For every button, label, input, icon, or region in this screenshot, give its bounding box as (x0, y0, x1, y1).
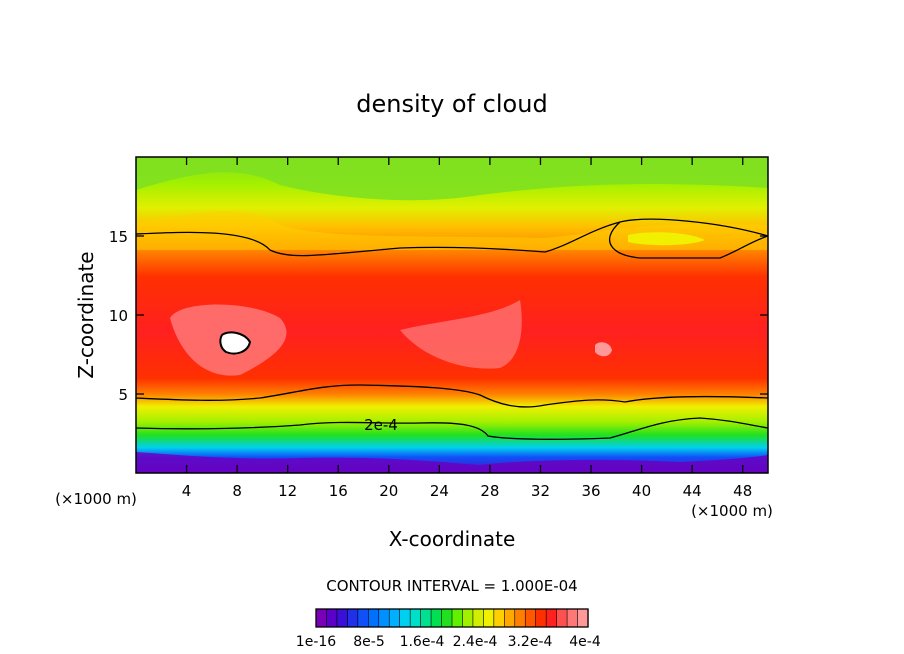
colorbar-swatch (483, 608, 495, 628)
colorbar-swatch (535, 608, 547, 628)
x-tick-label: 40 (632, 482, 651, 500)
contour-label: 2e-4 (364, 416, 398, 434)
x-tick-label: 8 (232, 482, 242, 500)
colorbar-swatch (315, 608, 328, 628)
x-unit-label-right: (×1000 m) (691, 502, 773, 520)
x-tick-label: 48 (733, 482, 752, 500)
colorbar-labels: 1e-16 8e-5 1.6e-4 2.4e-4 3.2e-4 4e-4 (296, 634, 601, 650)
plot-area (136, 157, 768, 473)
colorbar-swatch (504, 608, 516, 628)
colorbar-label: 2.4e-4 (453, 634, 498, 650)
x-axis-label: X-coordinate (389, 527, 516, 551)
y-tick-label: 15 (109, 228, 128, 246)
colorbar-swatch (357, 608, 369, 628)
colorbar-swatch (388, 608, 401, 628)
colorbar-label: 4e-4 (569, 634, 601, 650)
colorbar-swatch (430, 608, 443, 628)
colorbar-swatch (524, 608, 537, 628)
colorbar-swatch (420, 608, 432, 628)
x-tick-label: 20 (379, 482, 398, 500)
colorbar-swatch (399, 608, 411, 628)
colorbar-label: 3.2e-4 (508, 634, 553, 650)
colorbar-swatch (493, 608, 505, 628)
x-tick-label: 12 (278, 482, 297, 500)
x-axis-ticks: 4 8 12 16 20 24 28 32 36 40 44 48 (182, 157, 752, 500)
x-tick-label: 4 (182, 482, 192, 500)
colorbar-label: 8e-5 (353, 634, 384, 650)
colorbar-swatch (566, 608, 579, 628)
colorbar-swatch (368, 608, 380, 628)
y-axis-ticks: 5 10 15 (109, 228, 768, 404)
x-tick-label: 36 (581, 482, 600, 500)
colorbar-label: 1e-16 (296, 634, 336, 650)
x-tick-label: 32 (531, 482, 550, 500)
x-unit-label-left: (×1000 m) (55, 490, 137, 508)
colorbar-swatch (378, 608, 390, 628)
colorbar-swatch (451, 608, 464, 628)
colorbar-swatch (556, 608, 568, 628)
x-tick-label: 16 (329, 482, 348, 500)
colorbar-swatch (336, 608, 348, 628)
colorbar-swatch (409, 608, 422, 628)
x-tick-label: 24 (430, 482, 449, 500)
colorbar-swatch (545, 608, 558, 628)
colorbar-swatch (326, 608, 338, 628)
y-axis-label: Z-coordinate (74, 251, 98, 378)
colorbar-swatch (514, 608, 526, 628)
colorbar-frame (315, 608, 589, 628)
colorbar (315, 608, 589, 628)
colorbar-swatch (441, 608, 453, 628)
y-tick-label: 5 (118, 386, 128, 404)
chart-title: density of cloud (356, 90, 547, 118)
colorbar-swatch (347, 608, 359, 628)
colorbar-label: 1.6e-4 (400, 634, 445, 650)
colorbar-swatch (577, 608, 589, 628)
x-tick-label: 44 (683, 482, 702, 500)
colorbar-swatch (462, 608, 474, 628)
y-tick-label: 10 (109, 307, 128, 325)
x-tick-label: 28 (480, 482, 499, 500)
contour-interval-label: CONTOUR INTERVAL = 1.000E-04 (326, 577, 577, 595)
colorbar-swatch (472, 608, 484, 628)
